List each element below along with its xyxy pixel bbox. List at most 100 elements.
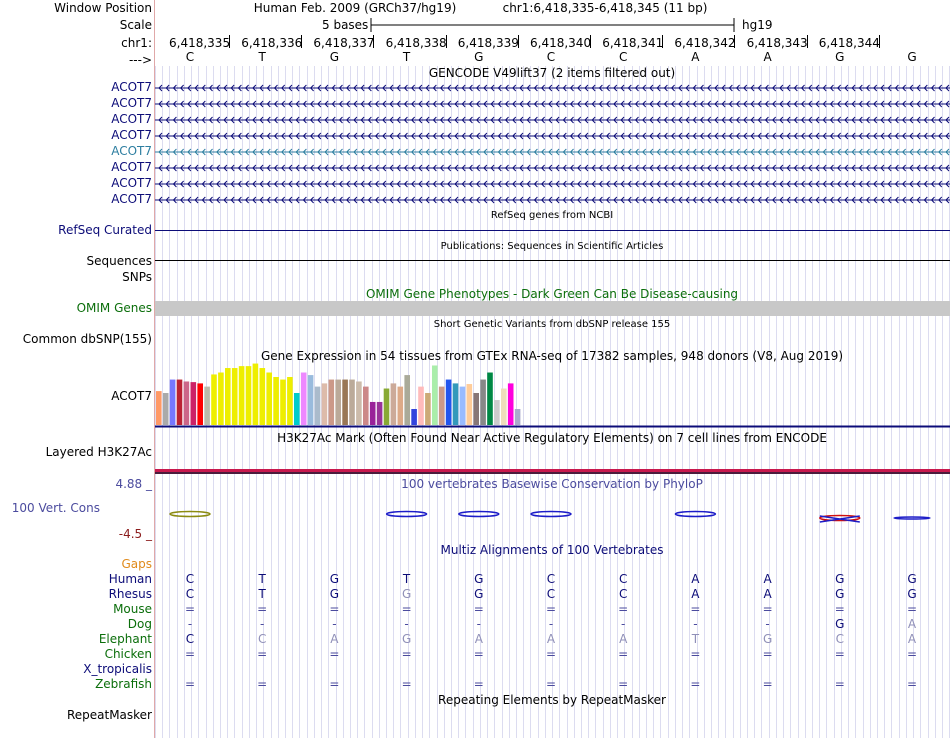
refseq-line[interactable] (155, 230, 950, 231)
gtex-tissue-bar[interactable] (473, 393, 479, 425)
alignment-base: = (473, 677, 484, 691)
gencode-gene-label[interactable]: ACOT7 (111, 80, 152, 94)
gtex-tissue-bar[interactable] (225, 368, 231, 425)
phylop-score-mark[interactable] (819, 514, 861, 522)
h3k27ac-label[interactable]: Layered H3K27Ac (45, 445, 152, 459)
phylop-score-mark[interactable] (458, 510, 500, 518)
gtex-tissue-bar[interactable] (176, 379, 183, 425)
gtex-tissue-bar[interactable] (287, 377, 293, 425)
gtex-tissue-bar[interactable] (231, 368, 238, 425)
phylop-score-mark[interactable] (674, 510, 717, 518)
gene-transcript-line[interactable] (155, 84, 950, 92)
gtex-tissue-bar[interactable] (404, 375, 410, 425)
gtex-tissue-bar[interactable] (183, 381, 190, 425)
gtex-tissue-bar[interactable] (514, 409, 521, 425)
phylop-score-mark[interactable] (169, 510, 211, 518)
gtex-tissue-bar[interactable] (349, 379, 355, 425)
phylop-score-mark[interactable] (385, 510, 428, 518)
gencode-gene-label[interactable]: ACOT7 (111, 112, 152, 126)
gtex-tissue-bar[interactable] (418, 386, 424, 425)
gene-transcript-line[interactable] (155, 164, 950, 172)
gtex-tissue-bar[interactable] (280, 379, 286, 425)
dbsnp-label[interactable]: Common dbSNP(155) (22, 332, 152, 346)
sequences-line[interactable] (155, 260, 950, 261)
h3k27ac-signal-bar[interactable] (155, 469, 950, 472)
gtex-tissue-bar[interactable] (314, 386, 321, 425)
gtex-tissue-bar[interactable] (494, 400, 500, 425)
gencode-gene-label[interactable]: ACOT7 (111, 192, 152, 206)
gtex-tissue-bar[interactable] (363, 386, 369, 425)
track-image-panel[interactable]: Human Feb. 2009 (GRCh37/hg19) chr1:6,418… (155, 0, 950, 738)
phylop-score-mark[interactable] (893, 516, 931, 520)
gencode-gene-label[interactable]: ACOT7 (111, 128, 152, 142)
gtex-tissue-bar[interactable] (452, 383, 459, 425)
gtex-tissue-bar[interactable] (376, 401, 383, 425)
gene-transcript-line[interactable] (155, 116, 950, 124)
repeatmasker-label[interactable]: RepeatMasker (66, 708, 152, 722)
gtex-tissue-bar[interactable] (342, 379, 348, 425)
gene-transcript-line[interactable] (155, 132, 950, 140)
gencode-gene-label[interactable]: ACOT7 (111, 96, 152, 110)
gtex-tissue-bar[interactable] (411, 409, 417, 425)
gtex-tissue-bar[interactable] (245, 366, 252, 425)
gene-transcript-line[interactable] (155, 100, 950, 108)
gtex-tissue-bar[interactable] (307, 375, 314, 425)
gene-transcript-line[interactable] (155, 196, 950, 204)
gtex-tissue-bar[interactable] (356, 381, 362, 425)
gene-transcript-line[interactable] (155, 148, 950, 156)
gtex-tissue-bar[interactable] (335, 379, 341, 425)
conservation-label[interactable]: 100 Vert. Cons (11, 501, 100, 515)
gtex-tissue-bar[interactable] (169, 379, 176, 425)
species-label: Elephant (98, 632, 152, 646)
gtex-tissue-bar[interactable] (369, 401, 376, 425)
gtex-tissue-bar[interactable] (507, 383, 514, 425)
gtex-tissue-bar[interactable] (197, 383, 203, 425)
gtex-tissue-bar[interactable] (266, 372, 272, 425)
gtex-tissue-bar[interactable] (273, 377, 279, 425)
h3k27ac-track-title: H3K27Ac Mark (Often Found Near Active Re… (277, 431, 827, 445)
gtex-tissue-bar[interactable] (294, 393, 300, 425)
gtex-tissue-bar[interactable] (321, 383, 328, 425)
gtex-tissue-bar[interactable] (466, 384, 473, 425)
refseq-label[interactable]: RefSeq Curated (58, 223, 152, 237)
gtex-tissue-bar[interactable] (397, 386, 404, 425)
coordinate-tick-label: 6,418,338 (385, 36, 447, 50)
gtex-tissue-bar[interactable] (438, 386, 445, 425)
gtex-tissue-bar[interactable] (383, 388, 390, 425)
gtex-tissue-bar[interactable] (162, 393, 169, 425)
gtex-tissue-bar[interactable] (487, 372, 493, 425)
gtex-tissue-bar[interactable] (252, 363, 259, 425)
alignment-base: - (187, 617, 193, 631)
gtex-tissue-bar[interactable] (328, 379, 335, 425)
snps-label[interactable]: SNPs (122, 270, 152, 284)
omim-bar[interactable] (155, 301, 950, 316)
gtex-tissue-bar[interactable] (211, 374, 217, 425)
gtex-tissue-bar[interactable] (459, 386, 466, 425)
gtex-tissue-bar[interactable] (204, 386, 210, 425)
gtex-tissue-bar[interactable] (238, 366, 245, 425)
gtex-gene-label[interactable]: ACOT7 (111, 389, 152, 403)
gtex-bar-chart[interactable] (155, 360, 950, 430)
phylop-score-mark[interactable] (530, 510, 572, 518)
gencode-gene-label-highlighted[interactable]: ACOT7 (111, 144, 152, 158)
coordinate-tick-label: 6,418,340 (530, 36, 592, 50)
sequences-label[interactable]: Sequences (86, 254, 152, 268)
gtex-tissue-bar[interactable] (445, 379, 452, 425)
gencode-gene-lines[interactable] (155, 80, 950, 210)
gtex-tissue-bar[interactable] (156, 391, 162, 425)
phylop-conservation-plot[interactable] (155, 500, 950, 540)
gtex-tissue-bar[interactable] (218, 372, 224, 425)
gene-transcript-line[interactable] (155, 180, 950, 188)
gencode-gene-label[interactable]: ACOT7 (111, 160, 152, 174)
gtex-tissue-bar[interactable] (425, 393, 431, 425)
gtex-tissue-bar[interactable] (300, 372, 307, 425)
gtex-tissue-bar[interactable] (501, 388, 507, 425)
gtex-tissue-bar[interactable] (480, 379, 486, 425)
gtex-tissue-bar[interactable] (190, 382, 197, 425)
gtex-tissue-bar[interactable] (390, 383, 397, 425)
gtex-tissue-bar[interactable] (432, 365, 438, 425)
gencode-gene-label[interactable]: ACOT7 (111, 176, 152, 190)
omim-label[interactable]: OMIM Genes (76, 301, 152, 315)
base-letter: G (907, 50, 917, 64)
gtex-tissue-bar[interactable] (259, 368, 266, 425)
